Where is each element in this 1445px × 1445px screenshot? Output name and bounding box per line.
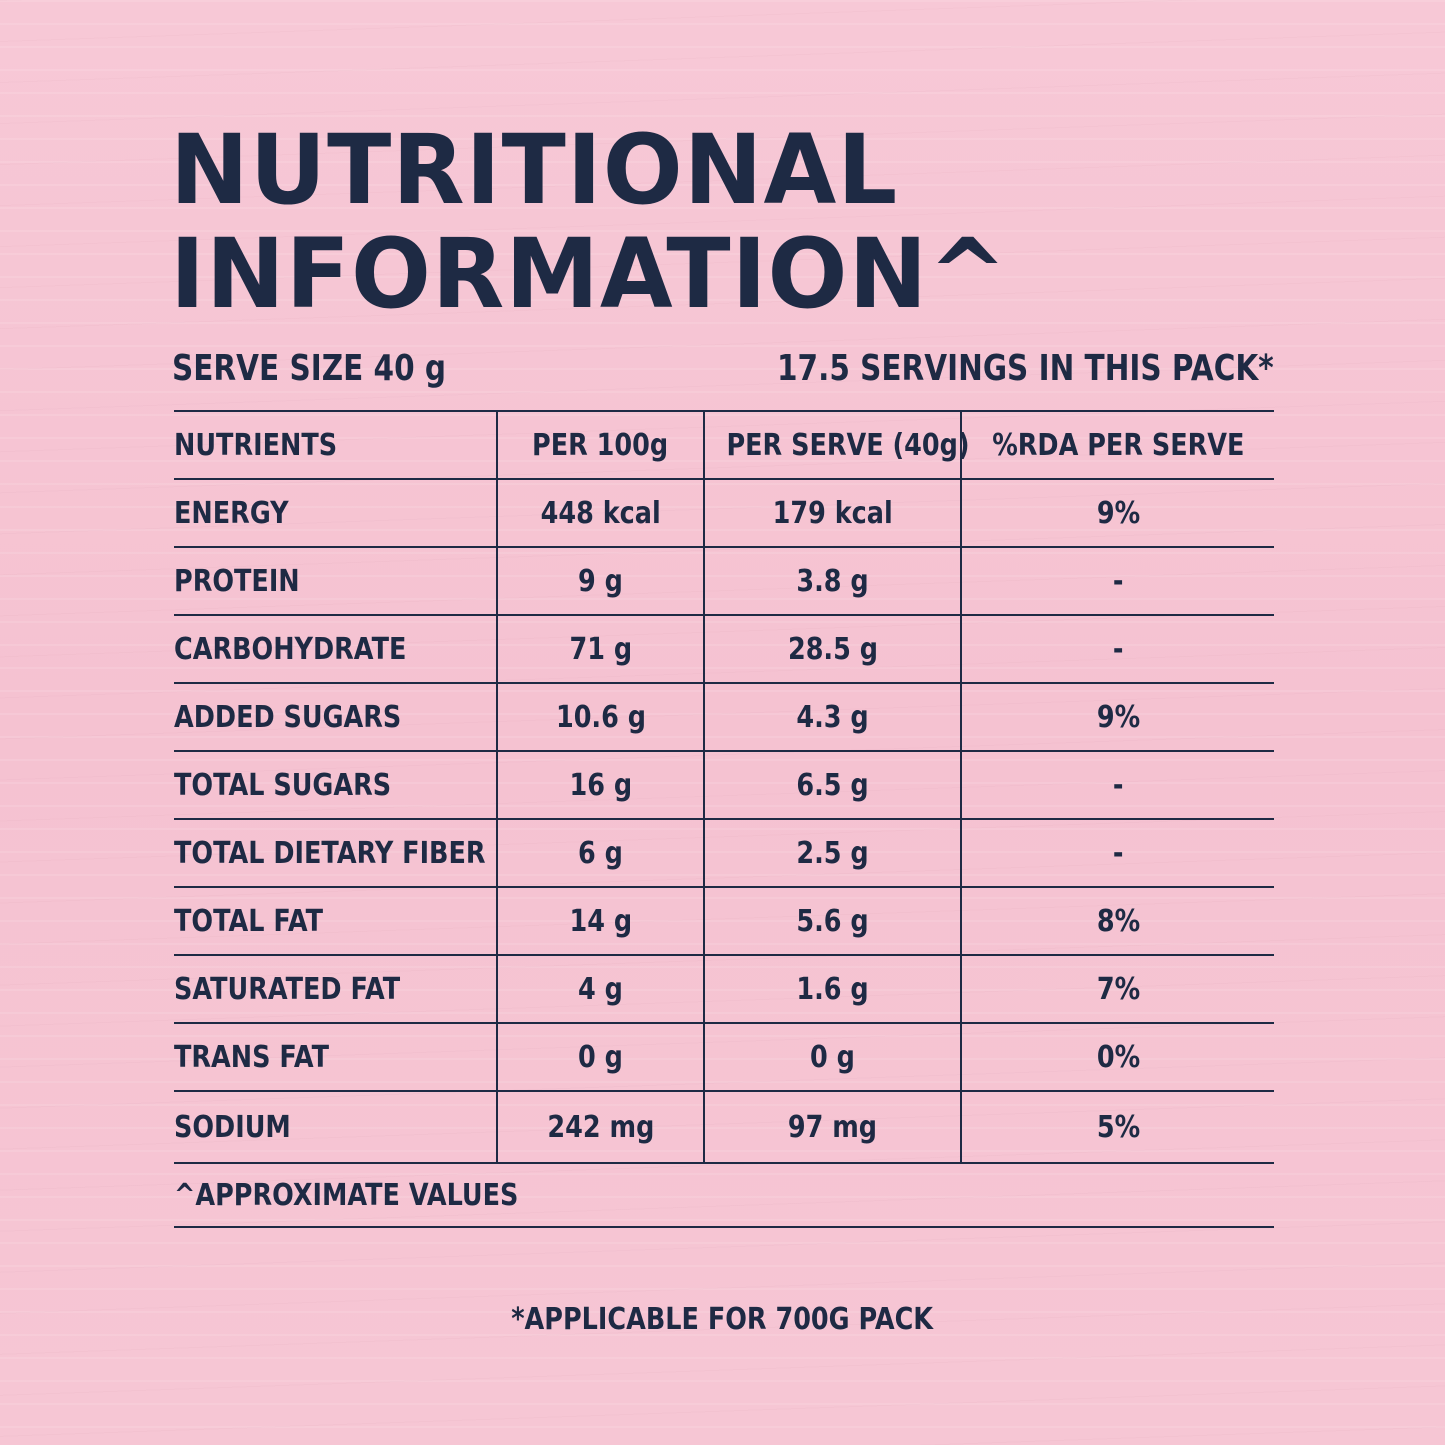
- nutrient-name: SATURATED FAT: [174, 955, 497, 1024]
- title-line-2: INFORMATION^: [170, 218, 1009, 330]
- value-per-100g: 16 g: [496, 751, 704, 820]
- value-per-serve: 3.8 g: [703, 547, 961, 616]
- table-row: SODIUM 242 mg 97 mg 5%: [174, 1091, 1274, 1164]
- value-rda: 8%: [960, 887, 1274, 956]
- nutrient-name: TOTAL SUGARS: [174, 751, 497, 820]
- table-header-row: NUTRIENTS PER 100g PER SERVE (40g) %RDA …: [174, 410, 1274, 480]
- nutrient-name: PROTEIN: [174, 547, 497, 616]
- table-row: TOTAL DIETARY FIBER 6 g 2.5 g -: [174, 819, 1274, 888]
- value-per-serve: 97 mg: [703, 1091, 961, 1164]
- table-row: ADDED SUGARS 10.6 g 4.3 g 9%: [174, 683, 1274, 752]
- servings-per-pack: 17.5 SERVINGS IN THIS PACK*: [777, 348, 1274, 389]
- value-rda: 9%: [960, 683, 1274, 752]
- header-per-100g: PER 100g: [496, 410, 704, 480]
- value-rda: -: [960, 751, 1274, 820]
- table-row: TOTAL SUGARS 16 g 6.5 g -: [174, 751, 1274, 820]
- header-nutrients: NUTRIENTS: [174, 410, 497, 480]
- serve-size: SERVE SIZE 40 g: [172, 348, 447, 389]
- value-per-100g: 0 g: [496, 1023, 704, 1092]
- value-per-serve: 28.5 g: [703, 615, 961, 684]
- value-per-100g: 448 kcal: [496, 479, 704, 548]
- nutrient-name: SODIUM: [174, 1091, 497, 1164]
- value-per-serve: 6.5 g: [703, 751, 961, 820]
- table-row: PROTEIN 9 g 3.8 g -: [174, 547, 1274, 616]
- value-per-serve: 2.5 g: [703, 819, 961, 888]
- value-per-serve: 1.6 g: [703, 955, 961, 1024]
- nutrient-name: ADDED SUGARS: [174, 683, 497, 752]
- value-per-100g: 14 g: [496, 887, 704, 956]
- footnote-row: ^APPROXIMATE VALUES: [174, 1163, 1274, 1228]
- nutrient-name: CARBOHYDRATE: [174, 615, 497, 684]
- table-row: ENERGY 448 kcal 179 kcal 9%: [174, 479, 1274, 548]
- header-rda: %RDA PER SERVE: [960, 410, 1274, 480]
- value-per-100g: 4 g: [496, 955, 704, 1024]
- nutrient-name: TOTAL FAT: [174, 887, 497, 956]
- nutrition-table: NUTRIENTS PER 100g PER SERVE (40g) %RDA …: [174, 410, 1274, 1228]
- value-per-100g: 71 g: [496, 615, 704, 684]
- value-per-100g: 10.6 g: [496, 683, 704, 752]
- value-per-100g: 242 mg: [496, 1091, 704, 1164]
- value-per-100g: 6 g: [496, 819, 704, 888]
- value-per-100g: 9 g: [496, 547, 704, 616]
- value-per-serve: 179 kcal: [703, 479, 961, 548]
- pack-applicability-note: *APPLICABLE FOR 700G PACK: [511, 1302, 934, 1337]
- table-row: TRANS FAT 0 g 0 g 0%: [174, 1023, 1274, 1092]
- nutrient-name: TOTAL DIETARY FIBER: [174, 819, 497, 888]
- title-line-1: NUTRITIONAL: [170, 114, 899, 226]
- value-rda: 9%: [960, 479, 1274, 548]
- table-row: CARBOHYDRATE 71 g 28.5 g -: [174, 615, 1274, 684]
- value-rda: -: [960, 819, 1274, 888]
- value-rda: 0%: [960, 1023, 1274, 1092]
- table-row: SATURATED FAT 4 g 1.6 g 7%: [174, 955, 1274, 1024]
- value-per-serve: 0 g: [703, 1023, 961, 1092]
- value-rda: 5%: [960, 1091, 1274, 1164]
- value-rda: 7%: [960, 955, 1274, 1024]
- value-rda: -: [960, 615, 1274, 684]
- header-per-serve: PER SERVE (40g): [703, 410, 970, 480]
- table-row: TOTAL FAT 14 g 5.6 g 8%: [174, 887, 1274, 956]
- value-rda: -: [960, 547, 1274, 616]
- page-title: NUTRITIONAL INFORMATION^: [170, 118, 1008, 326]
- nutrient-name: TRANS FAT: [174, 1023, 497, 1092]
- approximate-values-note: ^APPROXIMATE VALUES: [174, 1163, 1274, 1228]
- nutrient-name: ENERGY: [174, 479, 497, 548]
- value-per-serve: 4.3 g: [703, 683, 961, 752]
- value-per-serve: 5.6 g: [703, 887, 961, 956]
